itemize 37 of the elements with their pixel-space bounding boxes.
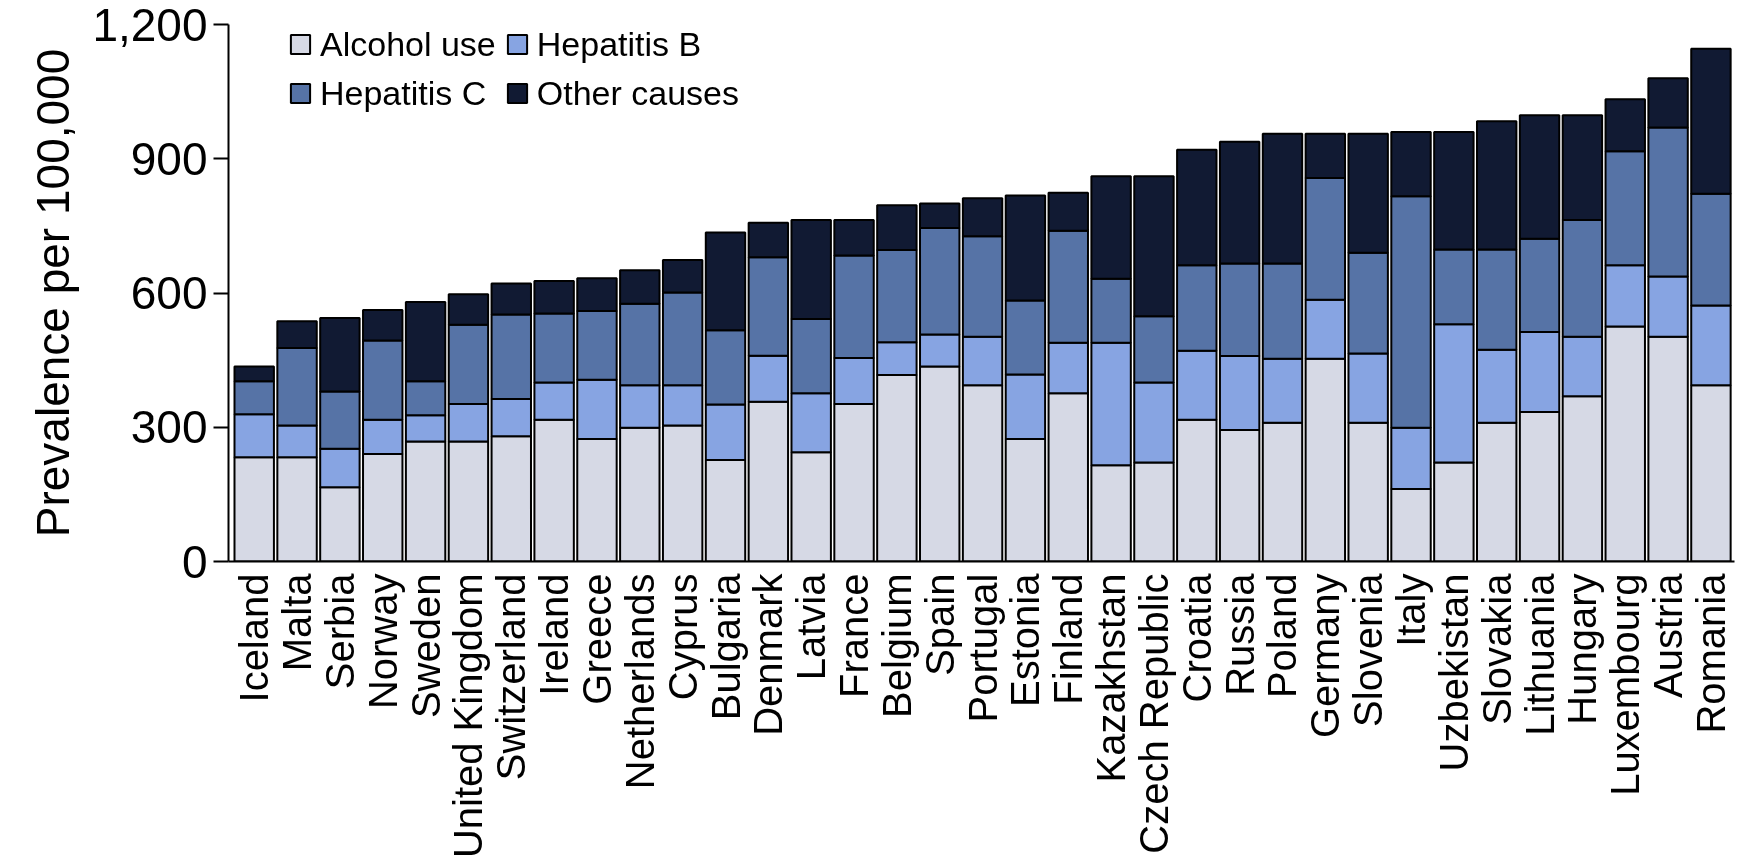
- x-tick-label: Romania: [1688, 572, 1733, 734]
- y-tick-label: 900: [130, 132, 208, 185]
- x-tick-label: Luxembourg: [1603, 573, 1648, 796]
- y-tick-label: 300: [130, 401, 208, 454]
- x-tick-label: Slovakia: [1474, 572, 1519, 725]
- legend-label: Alcohol use: [320, 24, 496, 64]
- legend-label: Hepatitis B: [536, 24, 702, 64]
- x-tick-label: Serbia: [317, 572, 362, 690]
- x-tick-label: Latvia: [789, 572, 834, 681]
- x-tick-label: Greece: [574, 573, 619, 705]
- x-tick-label: Austria: [1646, 572, 1691, 698]
- y-axis-title: Prevalence per 100,000: [27, 48, 80, 538]
- x-tick-label: Russia: [1217, 572, 1262, 696]
- legend-label: Hepatitis C: [320, 73, 487, 113]
- x-tick-label: Finland: [1046, 573, 1091, 705]
- x-tick-label: United Kingdom: [446, 573, 491, 859]
- y-tick-label: 1,200: [92, 0, 208, 51]
- x-tick-label: Ireland: [532, 573, 577, 696]
- legend-label: Other causes: [536, 73, 739, 113]
- x-tick-label: Iceland: [232, 573, 277, 703]
- x-tick-label: Germany: [1303, 573, 1348, 738]
- x-tick-label: Malta: [275, 572, 320, 672]
- x-tick-label: Lithuania: [1517, 572, 1562, 736]
- y-tick-label: 600: [130, 267, 208, 319]
- x-tick-label: Norway: [360, 573, 405, 710]
- y-tick-label: 0: [181, 535, 208, 588]
- x-tick-label: Switzerland: [489, 573, 534, 781]
- x-tick-label: Hungary: [1560, 573, 1605, 725]
- x-tick-label: Kazakhstan: [1089, 573, 1134, 783]
- x-tick-label: Italy: [1389, 573, 1434, 647]
- x-tick-label: Cyprus: [660, 573, 705, 701]
- x-tick-label: France: [832, 573, 877, 698]
- x-tick-label: Netherlands: [617, 573, 662, 790]
- x-tick-label: Czech Republic: [1131, 573, 1176, 854]
- x-tick-label: Poland: [1260, 573, 1305, 699]
- x-tick-label: Belgium: [874, 573, 919, 719]
- x-tick-label: Slovenia: [1346, 572, 1391, 727]
